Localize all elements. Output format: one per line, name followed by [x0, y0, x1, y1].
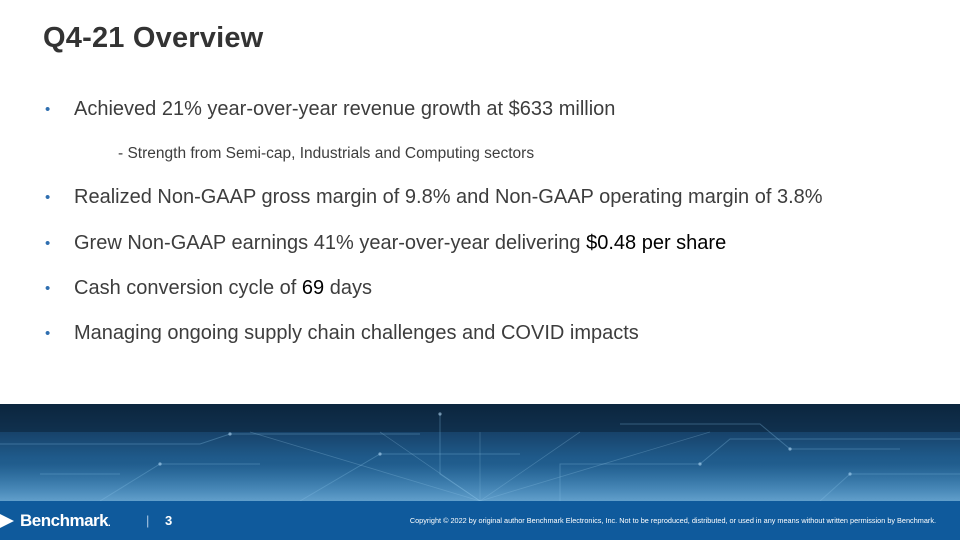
sub-bullet-text: - Strength from Semi-cap, Industrials an… — [118, 145, 535, 162]
bullet-icon: • — [45, 280, 51, 297]
bullet-text-segment: Cash conversion cycle of — [74, 277, 302, 299]
bullet-highlight: $0.48 per share — [586, 232, 727, 254]
footer-bar: Benchmark. | 3 Copyright © 2022 by origi… — [0, 501, 960, 540]
page-number: 3 — [165, 513, 173, 528]
logo-dot: . — [108, 518, 111, 528]
bullet-text-segment: days — [324, 277, 372, 299]
logo-arrow-icon — [0, 514, 14, 528]
bullet-text: Realized Non-GAAP gross margin of 9.8% a… — [74, 186, 823, 208]
copyright-notice: Copyright © 2022 by original author Benc… — [409, 516, 936, 525]
bullet-icon: • — [45, 189, 51, 206]
circuit-board-banner — [0, 404, 960, 501]
bullet-text: Cash conversion cycle of 69 days — [74, 277, 372, 300]
bullet-icon: • — [45, 101, 51, 118]
bullet-icon: • — [45, 325, 51, 342]
logo-wordmark: Benchmark. — [20, 511, 111, 531]
slide-title: Q4-21 Overview — [43, 22, 264, 54]
bullet-text: Achieved 21% year-over-year revenue grow… — [74, 98, 616, 120]
bullet-text: Managing ongoing supply chain challenges… — [74, 322, 639, 344]
bullet-highlight: 69 — [301, 277, 325, 299]
bullet-icon: • — [45, 235, 51, 252]
circuit-pattern-graphic — [0, 404, 960, 501]
bullet-text-segment: Grew Non-GAAP earnings 41% year-over-yea… — [74, 232, 587, 254]
logo-text: Benchmark — [20, 511, 109, 530]
footer-separator: | — [146, 513, 150, 528]
bullet-text: Grew Non-GAAP earnings 41% year-over-yea… — [74, 232, 726, 255]
